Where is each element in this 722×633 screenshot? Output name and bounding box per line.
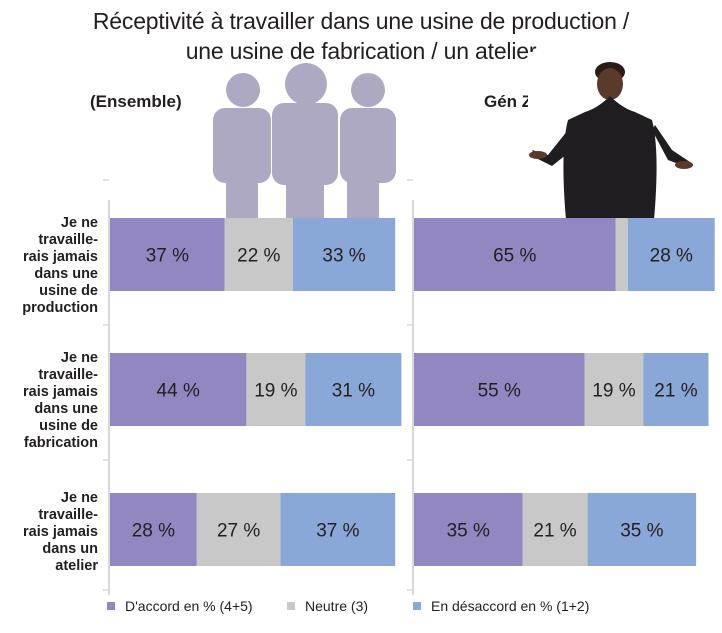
bar-segment-disagree-gen-z-row-2 <box>643 353 709 426</box>
bar-data-label: 35 % <box>447 521 490 542</box>
bar-segment-agree-gen-z-row-3 <box>414 493 523 566</box>
bar-data-label: 35 % <box>620 521 663 542</box>
category-label-line: atelier <box>55 558 98 574</box>
bar-data-label: 21 % <box>533 521 576 542</box>
bar-data-label: 33 % <box>322 246 365 267</box>
category-label-line: Je ne <box>60 350 98 366</box>
legend-swatch-agree <box>107 602 115 610</box>
category-label-line: travaille- <box>38 507 98 523</box>
bar-segment-disagree-gen-z-row-1 <box>627 218 715 291</box>
bar-segment-neutral-ensemble-row-2 <box>246 353 306 426</box>
bar-segment-neutral-gen-z-row-2 <box>584 353 644 426</box>
bar-data-label: 28 % <box>132 521 175 542</box>
bar-data-label: 19 % <box>592 381 635 402</box>
bar-segment-disagree-ensemble-row-3 <box>280 493 396 566</box>
category-label-line: fabrication <box>23 435 98 451</box>
chart-title: Réceptivité à travailler dans une usine … <box>0 6 722 66</box>
bar-data-label: 28 % <box>650 246 693 267</box>
chart-title-line-1: Réceptivité à travailler dans une usine … <box>92 8 630 34</box>
category-label-row-1: Je ne travaille-rais jamais dans une usine … <box>0 215 98 317</box>
legend-swatch-neutral <box>287 602 295 610</box>
panel-label-gen-z: Gén Z <box>484 92 533 111</box>
bar-data-label: 55 % <box>478 381 521 402</box>
category-label-line: usine de <box>39 283 98 299</box>
gen-z-person-photo <box>528 52 693 220</box>
legend-swatch-disagree <box>413 602 421 610</box>
chart-title-line-2: une usine de fabrication / un atelier <box>185 38 537 64</box>
panel-label-ensemble: (Ensemble) <box>90 92 182 111</box>
bar-segment-agree-ensemble-row-3 <box>110 493 197 566</box>
category-label-line: rais jamais <box>23 249 98 265</box>
category-label-line: usine de <box>39 418 98 434</box>
bar-segment-agree-gen-z-row-2 <box>414 353 585 426</box>
person-icon-left <box>213 73 271 220</box>
legend-label-disagree: En désaccord en % (1+2) <box>431 598 590 614</box>
legend-item-agree: D'accord en % (4+5) <box>107 598 253 614</box>
people-group-icon <box>213 63 396 220</box>
person-icon-right <box>340 73 396 220</box>
bar-data-label: 31 % <box>332 381 375 402</box>
category-label-line: Je ne <box>60 490 98 506</box>
bar-data-label: 65 % <box>493 246 536 267</box>
bar-segment-neutral-gen-z-row-3 <box>522 493 588 566</box>
legend-label-neutral: Neutre (3) <box>305 598 369 614</box>
bar-data-label: 21 % <box>654 381 697 402</box>
person-icon-center <box>272 63 338 220</box>
bar-segment-neutral-gen-z-row-1 <box>615 218 628 291</box>
category-label-line: travaille- <box>38 367 98 383</box>
category-label-line: dans un <box>42 541 98 557</box>
category-label-line: production <box>22 300 98 316</box>
category-label-line: dans une <box>34 266 98 282</box>
legend-item-neutral: Neutre (3) <box>287 598 368 614</box>
category-label-line: dans une <box>34 401 98 417</box>
category-label-line: rais jamais <box>23 384 98 400</box>
bar-data-label: 37 % <box>316 521 359 542</box>
bar-data-label: 37 % <box>146 246 189 267</box>
bar-data-label: 27 % <box>217 521 260 542</box>
bar-segment-disagree-gen-z-row-3 <box>587 493 697 566</box>
bar-segment-agree-gen-z-row-1 <box>414 218 616 291</box>
bar-segment-disagree-ensemble-row-2 <box>305 353 402 426</box>
bar-segment-agree-ensemble-row-1 <box>110 218 225 291</box>
category-label-line: Je ne <box>60 215 98 231</box>
bar-segment-disagree-ensemble-row-1 <box>292 218 396 291</box>
category-label-line: travaille- <box>38 232 98 248</box>
category-label-row-3: Je ne travaille-rais jamais dans un atelier <box>0 490 98 575</box>
category-label-line: rais jamais <box>23 524 98 540</box>
bar-data-label: 44 % <box>157 381 200 402</box>
bar-segment-agree-ensemble-row-2 <box>110 353 247 426</box>
bar-segment-neutral-ensemble-row-1 <box>224 218 293 291</box>
legend-label-agree: D'accord en % (4+5) <box>125 598 253 614</box>
bar-data-label: 22 % <box>237 246 280 267</box>
legend-item-disagree: En désaccord en % (1+2) <box>413 598 589 614</box>
bar-data-label: 19 % <box>254 381 297 402</box>
category-label-row-2: Je ne travaille-rais jamais dans une usine … <box>0 350 98 452</box>
bar-segment-neutral-ensemble-row-3 <box>196 493 281 566</box>
